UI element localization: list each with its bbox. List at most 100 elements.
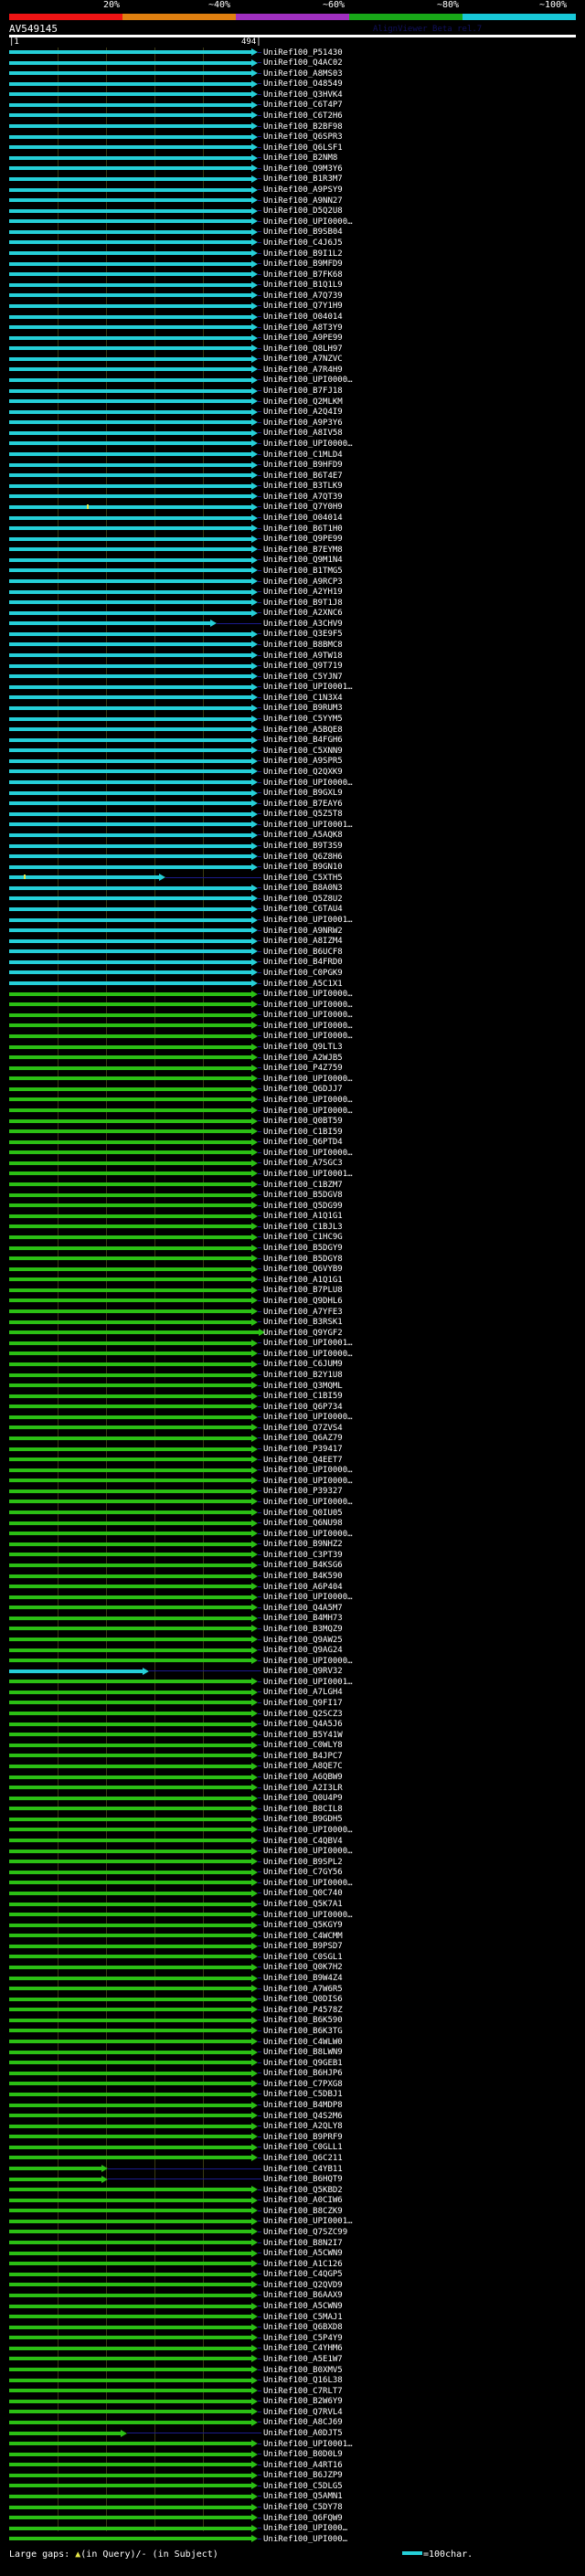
- alignment-row[interactable]: UniRef100_UPI000…: [0, 2524, 585, 2535]
- alignment-row[interactable]: UniRef100_C4WLW0: [0, 2037, 585, 2048]
- alignment-row[interactable]: UniRef100_Q2MLKM: [0, 397, 585, 408]
- hsp-bar[interactable]: [9, 1965, 251, 1969]
- alignment-row[interactable]: UniRef100_B8BMC8: [0, 640, 585, 651]
- alignment-row[interactable]: UniRef100_B6K590: [0, 2016, 585, 2027]
- alignment-row[interactable]: UniRef100_A3CHV9: [0, 619, 585, 630]
- hsp-bar[interactable]: [9, 653, 251, 658]
- hit-accession-label[interactable]: UniRef100_A9PE99: [263, 334, 343, 344]
- alignment-row[interactable]: UniRef100_B9SPL2: [0, 1857, 585, 1868]
- hit-accession-label[interactable]: UniRef100_B4FGH6: [263, 736, 343, 746]
- hsp-bar[interactable]: [9, 2219, 251, 2223]
- alignment-row[interactable]: UniRef100_Q5K7A1: [0, 1900, 585, 1911]
- hit-accession-label[interactable]: UniRef100_C5YYM5: [263, 715, 343, 725]
- hsp-bar[interactable]: [9, 959, 251, 964]
- hit-accession-label[interactable]: UniRef100_Q9PE99: [263, 535, 343, 545]
- hit-accession-label[interactable]: UniRef100_C1BI59: [263, 1392, 343, 1402]
- hit-accession-label[interactable]: UniRef100_UPI0000…: [263, 1349, 353, 1359]
- hsp-bar[interactable]: [9, 1320, 251, 1324]
- hit-accession-label[interactable]: UniRef100_C6T2H6: [263, 111, 343, 121]
- hit-accession-label[interactable]: UniRef100_B1TMG5: [263, 566, 343, 576]
- hit-accession-label[interactable]: UniRef100_A5CWN9: [263, 2302, 343, 2312]
- alignment-row[interactable]: UniRef100_B1TMG5: [0, 566, 585, 577]
- hsp-bar[interactable]: [9, 2325, 251, 2329]
- hit-accession-label[interactable]: UniRef100_Q7Y0H9: [263, 503, 343, 513]
- hit-accession-label[interactable]: UniRef100_B9SPL2: [263, 1857, 343, 1867]
- alignment-row[interactable]: UniRef100_B9NHZ2: [0, 1540, 585, 1551]
- hit-accession-label[interactable]: UniRef100_UPI0000…: [263, 376, 353, 386]
- hsp-bar[interactable]: [9, 430, 251, 435]
- hsp-bar[interactable]: [9, 981, 251, 986]
- hit-accession-label[interactable]: UniRef100_A5C1X1: [263, 979, 343, 989]
- hit-accession-label[interactable]: UniRef100_UPI0000…: [263, 1825, 353, 1835]
- hit-accession-label[interactable]: UniRef100_Q4EET7: [263, 1455, 343, 1465]
- alignment-row[interactable]: UniRef100_C4QBV4: [0, 1836, 585, 1847]
- hit-accession-label[interactable]: UniRef100_UPI0001…: [263, 683, 353, 693]
- hit-accession-label[interactable]: UniRef100_Q6SPR3: [263, 133, 343, 143]
- hsp-bar[interactable]: [9, 2442, 251, 2446]
- alignment-row[interactable]: UniRef100_Q5AMN1: [0, 2492, 585, 2503]
- hit-accession-label[interactable]: UniRef100_C5DY78: [263, 2503, 343, 2513]
- hit-accession-label[interactable]: UniRef100_UPI0000…: [263, 1106, 353, 1116]
- hit-accession-label[interactable]: UniRef100_UPI0000…: [263, 1095, 353, 1105]
- hsp-bar[interactable]: [9, 1118, 251, 1123]
- alignment-row[interactable]: UniRef100_A7NZVC: [0, 355, 585, 366]
- hsp-bar[interactable]: [9, 631, 251, 636]
- hit-accession-label[interactable]: UniRef100_UPI0001…: [263, 1169, 353, 1179]
- alignment-row[interactable]: UniRef100_B9MFD9: [0, 260, 585, 270]
- alignment-row[interactable]: UniRef100_C4QGP5: [0, 2270, 585, 2281]
- alignment-row[interactable]: UniRef100_B4KSG6: [0, 1561, 585, 1572]
- hsp-bar[interactable]: [9, 2251, 251, 2255]
- hit-accession-label[interactable]: UniRef100_Q4A5J6: [263, 1720, 343, 1730]
- hit-accession-label[interactable]: UniRef100_Q9T719: [263, 662, 343, 672]
- hsp-bar[interactable]: [9, 1458, 251, 1462]
- alignment-row[interactable]: UniRef100_C4YHM6: [0, 2344, 585, 2355]
- hit-accession-label[interactable]: UniRef100_B8BMC8: [263, 640, 343, 650]
- alignment-row[interactable]: UniRef100_B2Y1U8: [0, 1371, 585, 1382]
- hit-accession-label[interactable]: UniRef100_Q5K7A1: [263, 1900, 343, 1909]
- alignment-row[interactable]: UniRef100_A8T3Y9: [0, 323, 585, 334]
- hit-accession-label[interactable]: UniRef100_UPI0000…: [263, 778, 353, 788]
- alignment-row[interactable]: UniRef100_P39327: [0, 1487, 585, 1498]
- alignment-row[interactable]: UniRef100_C0PGK9: [0, 968, 585, 979]
- hsp-bar[interactable]: [9, 811, 251, 816]
- hit-accession-label[interactable]: UniRef100_Q9DHL6: [263, 1296, 343, 1306]
- hsp-bar[interactable]: [9, 2198, 251, 2202]
- alignment-row[interactable]: UniRef100_Q6FQW9: [0, 2513, 585, 2524]
- hit-accession-label[interactable]: UniRef100_B9SB04: [263, 228, 343, 238]
- alignment-row[interactable]: UniRef100_Q6Z8H6: [0, 852, 585, 863]
- hsp-bar[interactable]: [9, 261, 251, 266]
- hit-accession-label[interactable]: UniRef100_A2WJB5: [263, 1053, 343, 1063]
- hsp-bar[interactable]: [9, 1076, 251, 1081]
- hsp-bar[interactable]: [9, 1860, 251, 1864]
- hit-accession-label[interactable]: UniRef100_C5DLG5: [263, 2481, 343, 2491]
- hit-accession-label[interactable]: UniRef100_A1Q1G1: [263, 1275, 343, 1285]
- hsp-bar[interactable]: [9, 1553, 251, 1557]
- hit-accession-label[interactable]: UniRef100_A2XNC6: [263, 609, 343, 619]
- alignment-row[interactable]: UniRef100_B5DGY9: [0, 1244, 585, 1255]
- hit-accession-label[interactable]: UniRef100_B8CZK9: [263, 2206, 343, 2216]
- alignment-row[interactable]: UniRef100_C1MLD4: [0, 450, 585, 461]
- alignment-row[interactable]: UniRef100_Q5KBD2: [0, 2185, 585, 2196]
- hit-accession-label[interactable]: UniRef100_C0SGL1: [263, 1952, 343, 1962]
- hit-accession-label[interactable]: UniRef100_B7FJ18: [263, 387, 343, 397]
- hsp-bar[interactable]: [9, 441, 251, 446]
- alignment-row[interactable]: UniRef100_B9T3S9: [0, 842, 585, 853]
- hsp-bar[interactable]: [9, 2368, 251, 2372]
- hit-accession-label[interactable]: UniRef100_C1MLD4: [263, 450, 343, 460]
- hit-accession-label[interactable]: UniRef100_Q5KGY9: [263, 1921, 343, 1931]
- hsp-bar[interactable]: [9, 2114, 251, 2118]
- hit-accession-label[interactable]: UniRef100_C4WCMM: [263, 1931, 343, 1941]
- alignment-row[interactable]: UniRef100_UPI0000…: [0, 990, 585, 1001]
- hsp-bar[interactable]: [9, 187, 251, 192]
- hsp-bar[interactable]: [9, 1352, 251, 1356]
- alignment-row[interactable]: UniRef100_B4FRD0: [0, 958, 585, 969]
- hit-accession-label[interactable]: UniRef100_B9GDH5: [263, 1815, 343, 1825]
- hit-accession-label[interactable]: UniRef100_A1Q1G1: [263, 1212, 343, 1222]
- hit-accession-label[interactable]: UniRef100_Q6DJJ7: [263, 1085, 343, 1095]
- hit-accession-label[interactable]: UniRef100_Q6FQW9: [263, 2513, 343, 2523]
- hsp-bar[interactable]: [9, 2061, 251, 2065]
- hsp-bar[interactable]: [9, 1807, 251, 1811]
- alignment-row[interactable]: UniRef100_Q4A5J6: [0, 1720, 585, 1731]
- hsp-bar[interactable]: [9, 1182, 251, 1187]
- hsp-bar[interactable]: [9, 727, 251, 732]
